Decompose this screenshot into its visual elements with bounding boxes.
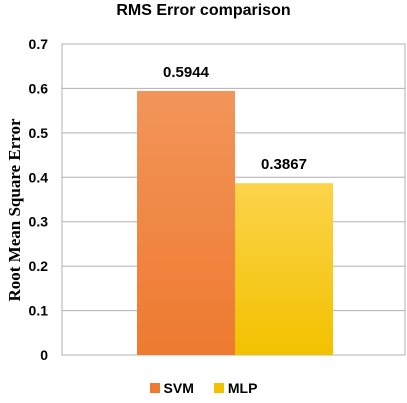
bar-svm <box>137 90 235 356</box>
y-tick-label: 0.2 <box>29 258 49 274</box>
data-label-svm: 0.5944 <box>163 64 210 81</box>
bar-mlp <box>235 183 333 355</box>
y-tick-label: 0.7 <box>29 36 49 52</box>
y-tick-label: 0.5 <box>29 125 49 141</box>
legend-item-mlp: MLP <box>213 380 258 396</box>
legend-label-svm: SVM <box>163 380 194 396</box>
legend-label-mlp: MLP <box>227 380 258 396</box>
y-tick-label: 0.6 <box>29 80 49 96</box>
y-tick-label: 0 <box>40 347 48 363</box>
legend-swatch-mlp <box>213 383 224 393</box>
legend: SVM MLP <box>0 380 407 396</box>
y-tick-label: 0.1 <box>29 303 49 319</box>
y-tick-label: 0.3 <box>29 214 49 230</box>
legend-item-svm: SVM <box>149 380 194 396</box>
data-label-mlp: 0.3867 <box>261 156 307 173</box>
legend-swatch-svm <box>149 383 160 393</box>
bar-chart: 0 0.1 0.2 0.3 0.4 0.5 0.6 0.7 0.5944 0.3867 <box>29 36 406 363</box>
chart-title: RMS Error comparison <box>116 2 291 19</box>
y-tick-label: 0.4 <box>29 169 49 185</box>
